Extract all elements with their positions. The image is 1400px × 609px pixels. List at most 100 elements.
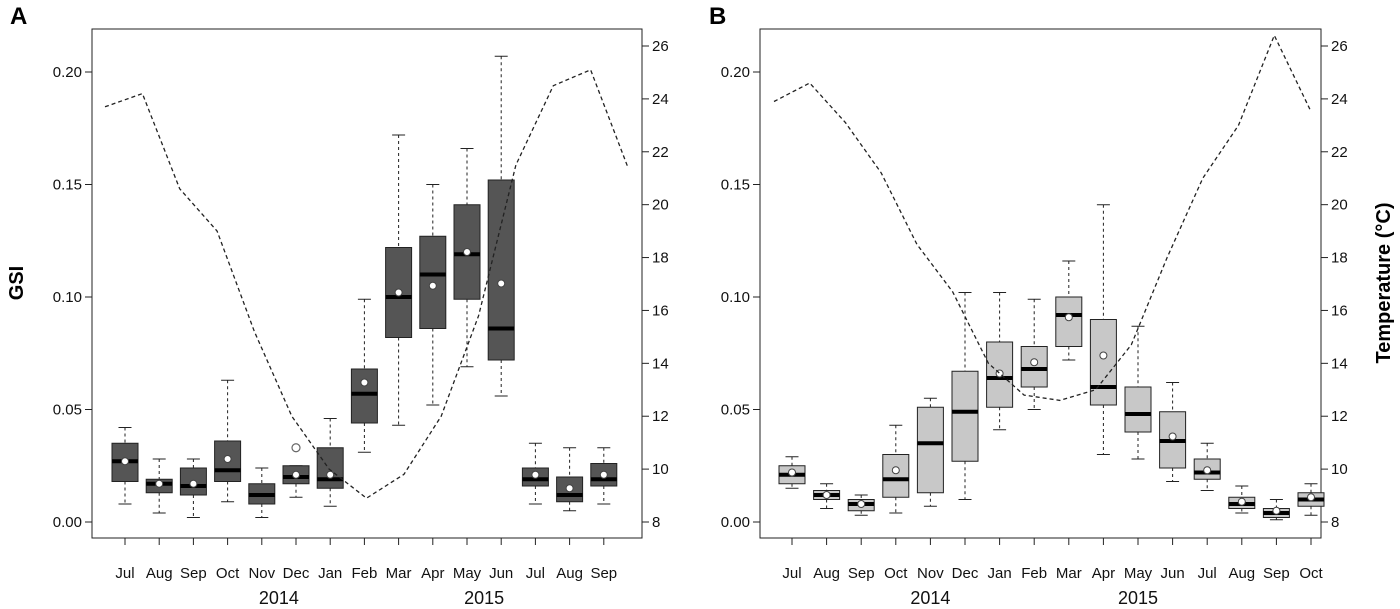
mean-point (822, 491, 831, 499)
box-3 (179, 458, 207, 518)
x-tick-label: Dec (952, 565, 979, 582)
x-tick-label: Jul (115, 565, 134, 582)
x-tick-label: Feb (351, 565, 377, 582)
mean-point (891, 466, 900, 475)
boxes-a (111, 55, 618, 518)
panel-b: B Temperature (°C) 0.000.050.100.150.20 … (709, 3, 1395, 608)
y-tick-label: 0.00 (721, 514, 750, 531)
box-13 (1193, 442, 1221, 491)
box-2 (813, 483, 841, 509)
box-15 (590, 447, 618, 505)
x-tick-label: Oct (884, 565, 908, 582)
box-iqr (1124, 386, 1152, 433)
mean-point (531, 470, 540, 479)
box-1 (111, 427, 139, 505)
year-label: 2014 (259, 588, 299, 608)
mean-point (121, 457, 129, 466)
x-tick-label: Jul (782, 565, 801, 582)
year-label: 2014 (910, 588, 950, 608)
box-9 (1055, 260, 1083, 361)
y-tick-label: 0.20 (721, 64, 750, 81)
box-5 (916, 397, 944, 507)
mean-point (155, 479, 164, 488)
temperature-polyline (773, 33, 1311, 402)
x-tick-label: Oct (216, 565, 240, 582)
y2-tick-label: 14 (652, 355, 669, 372)
mean-point (857, 500, 866, 508)
panel-label-b: B (709, 3, 726, 30)
y-tick-label: 0.10 (721, 289, 750, 306)
mean-point (788, 468, 796, 477)
y2-tick-label: 22 (652, 144, 669, 161)
y2-tick-label: 26 (652, 38, 669, 55)
y2-tick-label: 16 (1331, 302, 1348, 319)
box-7 (316, 418, 344, 507)
mean-point (326, 470, 335, 479)
year-label: 2015 (464, 588, 504, 608)
mean-point (1237, 497, 1246, 506)
y2-tick-label: 16 (652, 302, 669, 319)
y-tick-label: 0.20 (53, 64, 82, 81)
y-tick-label: 0.00 (53, 514, 82, 531)
mean-point (360, 378, 369, 387)
mean-point (1030, 358, 1039, 367)
y2-axis-b: 8 10 12 14 16 18 20 22 24 26 (1321, 38, 1348, 531)
x-tick-label: Aug (1228, 565, 1255, 582)
box-6 (282, 443, 310, 498)
year-labels-b: 2014 2015 (910, 588, 1158, 608)
outlier-point (291, 443, 301, 453)
x-tick-label: Jul (526, 565, 545, 582)
x-tick-label: Jun (489, 565, 513, 582)
y2-tick-label: 20 (1331, 197, 1348, 214)
mean-point (428, 281, 437, 290)
box-12 (1159, 382, 1187, 482)
y-tick-label: 0.15 (721, 177, 750, 194)
mean-point (394, 288, 403, 297)
box-iqr (916, 406, 944, 494)
y2-axis-a: 8 10 12 14 16 18 20 22 24 26 (642, 38, 669, 531)
y-tick-label: 0.05 (53, 402, 82, 419)
box-iqr (882, 454, 910, 498)
year-labels-a: 2014 2015 (259, 588, 504, 608)
y2-tick-label: 26 (1331, 38, 1348, 55)
box-12 (487, 55, 515, 397)
y-axis-b: 0.00 0.05 0.10 0.15 0.20 (721, 64, 760, 531)
x-tick-label: Jan (318, 565, 342, 582)
x-tick-label: Nov (917, 565, 944, 582)
mean-point (599, 470, 608, 479)
y2-tick-label: 22 (1331, 144, 1348, 161)
y-axis-a: 0.00 0.05 0.10 0.15 0.20 (53, 64, 92, 531)
box-iqr (487, 179, 515, 361)
temperature-line-a (104, 68, 629, 499)
boxes-b (778, 204, 1325, 521)
box-iqr (1089, 319, 1117, 406)
x-axis-b: Jul Aug Sep Oct Nov Dec Jan Feb Mar Apr May Jun Jul A… (782, 538, 1323, 582)
box-5 (248, 467, 276, 518)
box-7 (986, 292, 1014, 431)
y2-tick-label: 18 (1331, 250, 1348, 267)
box-6 (951, 292, 979, 500)
box-iqr (1020, 346, 1048, 388)
y2-tick-label: 8 (1331, 514, 1339, 531)
y2-tick-label: 12 (1331, 408, 1348, 425)
mean-point (565, 484, 574, 493)
x-tick-label: May (453, 565, 482, 582)
y2-tick-label: 8 (652, 514, 660, 531)
mean-point (1203, 466, 1212, 475)
x-tick-label: Jun (1161, 565, 1185, 582)
y-axis-title-gsi: GSI (6, 266, 28, 300)
mean-point (463, 248, 471, 256)
x-tick-label: Mar (1056, 565, 1082, 582)
x-tick-label: May (1124, 565, 1153, 582)
box-14 (556, 447, 584, 512)
mean-point (1272, 506, 1281, 515)
mean-point (1099, 351, 1108, 360)
x-tick-label: Mar (386, 565, 412, 582)
x-tick-label: Apr (421, 565, 444, 582)
x-tick-label: Feb (1021, 565, 1047, 582)
mean-point (292, 470, 300, 479)
x-tick-label: Aug (556, 565, 583, 582)
y-tick-label: 0.10 (53, 289, 82, 306)
mean-point (1168, 432, 1177, 441)
